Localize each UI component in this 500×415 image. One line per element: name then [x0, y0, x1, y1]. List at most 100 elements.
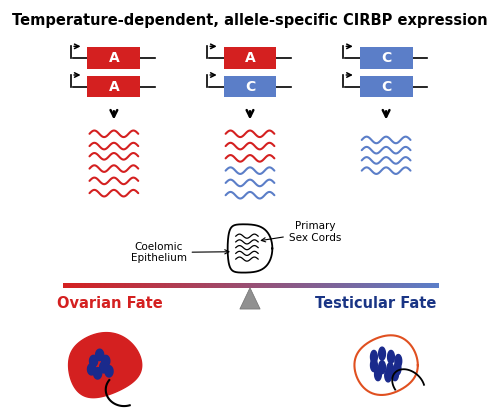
Bar: [424, 283, 426, 288]
Bar: [88, 283, 90, 288]
Bar: [258, 283, 260, 288]
Bar: [228, 283, 230, 288]
Bar: [210, 283, 212, 288]
Bar: [97, 283, 98, 288]
Bar: [392, 283, 394, 288]
Bar: [427, 283, 428, 288]
Bar: [238, 283, 240, 288]
Bar: [64, 283, 66, 288]
Bar: [158, 283, 160, 288]
Bar: [178, 283, 180, 288]
Bar: [307, 283, 308, 288]
Bar: [78, 283, 80, 288]
Bar: [80, 283, 81, 288]
Bar: [227, 283, 228, 288]
Bar: [130, 283, 131, 288]
Polygon shape: [370, 350, 378, 364]
Bar: [148, 283, 150, 288]
Bar: [90, 283, 91, 288]
Bar: [168, 283, 170, 288]
Bar: [86, 283, 87, 288]
Bar: [310, 283, 311, 288]
Bar: [273, 283, 275, 288]
Bar: [412, 283, 414, 288]
Text: Testicular Fate: Testicular Fate: [316, 296, 436, 311]
Bar: [363, 283, 365, 288]
Bar: [418, 283, 420, 288]
Text: C: C: [381, 80, 391, 94]
Bar: [70, 283, 71, 288]
Bar: [400, 283, 402, 288]
Bar: [184, 283, 186, 288]
Bar: [67, 283, 68, 288]
Bar: [240, 283, 242, 288]
Polygon shape: [68, 332, 142, 398]
Bar: [167, 283, 168, 288]
Bar: [230, 283, 231, 288]
Bar: [264, 283, 266, 288]
Bar: [266, 283, 268, 288]
Bar: [407, 283, 408, 288]
Bar: [123, 283, 125, 288]
Bar: [206, 283, 208, 288]
Bar: [160, 283, 161, 288]
Bar: [330, 283, 331, 288]
Bar: [402, 283, 404, 288]
Bar: [390, 283, 391, 288]
Bar: [224, 283, 226, 288]
Bar: [327, 283, 328, 288]
Bar: [380, 283, 382, 288]
Bar: [80, 283, 82, 288]
Bar: [300, 283, 301, 288]
Bar: [278, 283, 280, 288]
Bar: [382, 283, 384, 288]
Bar: [103, 283, 105, 288]
Bar: [172, 283, 174, 288]
Bar: [234, 283, 236, 288]
Bar: [322, 283, 324, 288]
Bar: [277, 283, 278, 288]
Bar: [188, 283, 190, 288]
Bar: [347, 283, 348, 288]
Bar: [130, 283, 132, 288]
Bar: [233, 283, 235, 288]
Bar: [336, 283, 338, 288]
Bar: [134, 283, 136, 288]
Bar: [373, 283, 375, 288]
Bar: [437, 283, 438, 288]
Bar: [152, 283, 154, 288]
Bar: [292, 283, 294, 288]
Bar: [290, 283, 291, 288]
Bar: [93, 283, 95, 288]
Bar: [207, 283, 208, 288]
Bar: [423, 283, 425, 288]
Bar: [283, 283, 285, 288]
Bar: [358, 283, 360, 288]
Bar: [253, 283, 255, 288]
Bar: [94, 283, 96, 288]
Bar: [298, 283, 300, 288]
Bar: [114, 283, 116, 288]
Polygon shape: [392, 368, 398, 381]
Bar: [174, 283, 176, 288]
Bar: [284, 283, 286, 288]
Bar: [220, 283, 221, 288]
Bar: [350, 283, 352, 288]
Bar: [194, 283, 196, 288]
Bar: [386, 283, 388, 288]
Bar: [170, 283, 171, 288]
Bar: [84, 283, 86, 288]
Bar: [122, 283, 124, 288]
Bar: [204, 283, 206, 288]
Bar: [200, 283, 202, 288]
Bar: [248, 283, 250, 288]
Bar: [154, 283, 156, 288]
Text: Primary
Sex Cords: Primary Sex Cords: [262, 221, 341, 243]
Bar: [102, 283, 104, 288]
Bar: [274, 283, 276, 288]
Bar: [268, 283, 270, 288]
Bar: [100, 283, 101, 288]
Bar: [180, 283, 181, 288]
Bar: [417, 283, 418, 288]
Bar: [287, 283, 288, 288]
